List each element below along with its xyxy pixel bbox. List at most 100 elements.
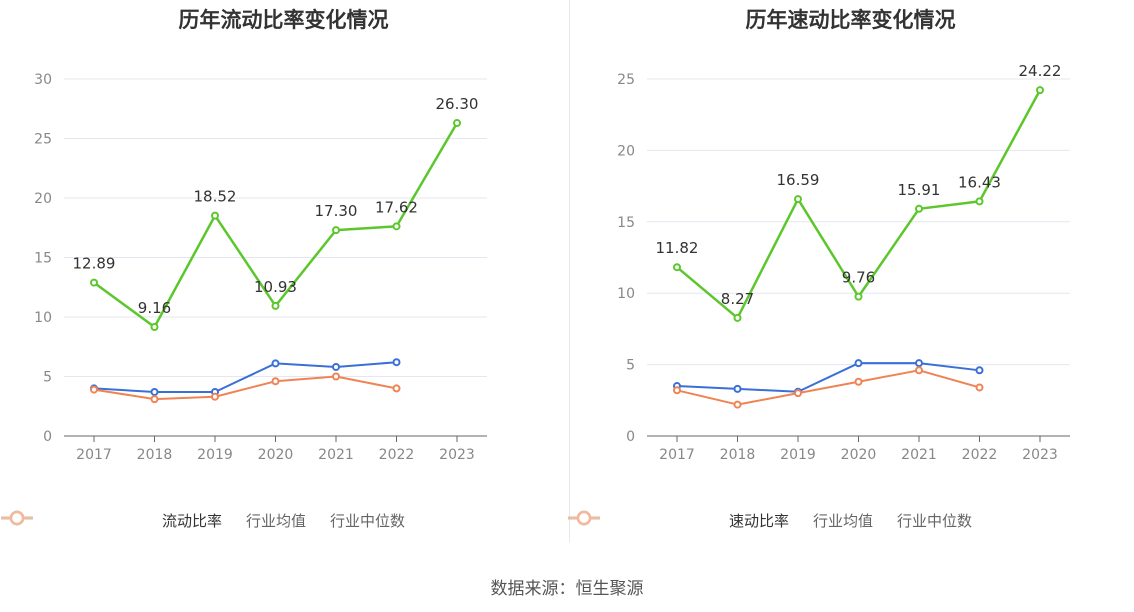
x-tick-label: 2020 [841,447,877,463]
y-tick-label: 25 [617,72,635,88]
legend-label: 行业中位数 [897,512,973,530]
legend-label: 行业均值 [245,512,306,530]
data-point [673,263,681,272]
data-point [854,359,863,368]
data-point [90,385,98,394]
data-point [211,392,219,401]
y-tick-label: 0 [43,429,52,445]
x-tick-label: 2022 [379,447,415,463]
data-point [733,313,742,322]
data-point [854,377,863,386]
legend-item[interactable]: 行业均值 [568,510,873,531]
x-tick-label: 2023 [1022,447,1058,463]
data-label: 26.30 [436,95,479,113]
series-line [676,362,980,393]
series-line [93,361,397,393]
data-point [332,362,340,371]
data-point [975,383,984,392]
legend-label: 流动比率 [161,512,222,530]
data-label: 17.30 [315,202,358,220]
data-label: 8.27 [721,290,754,308]
series-line [676,369,980,406]
data-point [794,389,802,398]
data-point [915,359,923,368]
data-point [332,226,340,235]
chart-plot: 0 5 10 15 20 25 2017 2018 2019 2020 2021 2022 2023 11… [617,62,1070,463]
legend: 流动比率 行业均值 行业中位数 [0,510,567,531]
data-point [733,384,742,393]
series-line [93,375,397,401]
data-label: 11.82 [656,239,699,257]
x-tick-label: 2018 [720,447,756,463]
data-point [150,387,159,396]
y-tick-label: 20 [617,143,635,159]
data-point [271,301,280,310]
chart-title: 历年流动比率变化情况 [178,8,389,32]
data-label: 17.62 [375,198,418,216]
data-point [211,211,219,220]
legend-marker-icon [1,510,33,526]
data-point [392,222,401,231]
x-tick-label: 2022 [962,447,998,463]
legend-item[interactable]: 流动比率 [1,510,222,531]
data-point [794,195,802,204]
data-point [453,119,461,128]
data-point [150,395,159,404]
legend-item[interactable]: 行业中位数 [1,510,406,531]
legend-label: 行业中位数 [330,512,406,530]
chart-title: 历年速动比率变化情况 [745,8,956,32]
y-tick-label: 10 [34,310,52,326]
data-point [673,386,681,395]
source-label: 数据来源：恒生聚源 [490,579,644,599]
data-point [915,366,923,375]
series-line [93,122,459,329]
data-label: 16.43 [958,173,1001,191]
data-point [975,366,984,375]
y-tick-label: 15 [34,251,52,267]
chart-left: 历年流动比率变化情况 0 5 10 15 20 25 30 2017 2018 2019 2020 2… [0,0,567,560]
data-point [392,384,401,393]
chart-right: 历年速动比率变化情况 0 5 10 15 20 25 2017 2018 2019 2020 202… [567,0,1134,560]
legend-label: 速动比率 [728,512,789,530]
data-label: 18.52 [194,188,237,206]
x-tick-label: 2018 [137,447,173,463]
data-point [392,358,401,367]
y-tick-label: 30 [34,72,52,88]
x-tick-label: 2019 [780,447,816,463]
data-point [733,400,742,409]
data-label: 24.22 [1019,62,1062,80]
legend-item[interactable]: 速动比率 [568,510,789,531]
data-point [332,372,340,381]
legend-item[interactable]: 行业均值 [1,510,306,531]
divider [569,0,570,542]
data-point [90,278,98,287]
x-tick-label: 2017 [659,447,695,463]
legend-label: 行业均值 [812,512,873,530]
y-tick-label: 0 [626,429,635,445]
data-label: 9.16 [138,299,171,317]
data-label: 16.59 [777,171,820,189]
y-tick-label: 5 [626,358,635,374]
x-tick-label: 2017 [76,447,112,463]
data-point [854,292,863,301]
legend-marker-icon [568,510,600,526]
data-label: 10.93 [254,278,297,296]
data-point [271,377,280,386]
x-tick-label: 2021 [318,447,354,463]
x-tick-label: 2021 [901,447,937,463]
chart-plot: 0 5 10 15 20 25 30 2017 2018 2019 2020 2021 2022 2023… [34,72,487,463]
y-tick-label: 5 [43,370,52,386]
x-tick-label: 2023 [439,447,475,463]
data-point [975,197,984,206]
y-tick-label: 15 [617,215,635,231]
x-tick-label: 2020 [258,447,294,463]
data-point [271,359,280,368]
data-point [1036,86,1044,95]
y-tick-label: 10 [617,286,635,302]
y-tick-label: 20 [34,191,52,207]
data-label: 15.91 [898,181,941,199]
legend: 速动比率 行业均值 行业中位数 [567,510,1134,531]
data-point [150,322,159,331]
y-tick-label: 25 [34,132,52,148]
legend-item[interactable]: 行业中位数 [568,510,973,531]
